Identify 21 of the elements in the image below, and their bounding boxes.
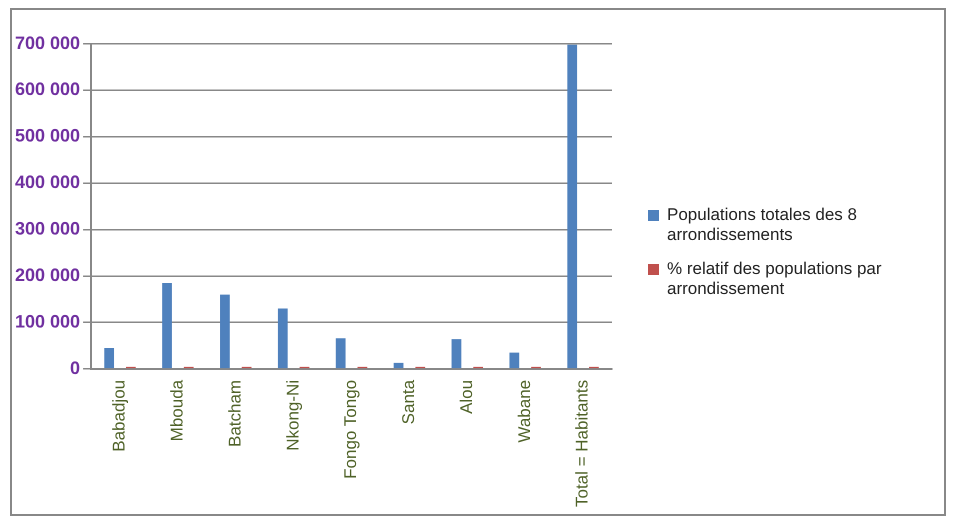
legend-label: % relatif des populations par arrondissement <box>667 259 883 299</box>
y-tick-label: 100 000 <box>14 311 80 332</box>
y-tick-label: 600 000 <box>14 79 80 100</box>
y-tick-label: 0 <box>70 358 80 378</box>
bar <box>567 44 578 368</box>
x-tick-label: Mbouda <box>168 379 187 442</box>
y-tick-label: 300 000 <box>14 218 80 239</box>
bar <box>162 282 172 368</box>
x-tick-label: Wabane <box>514 380 534 443</box>
legend-label: Populations totales des 8 arrondissements <box>667 205 858 245</box>
x-tick-label: Total = Habitants <box>572 380 592 508</box>
x-tick-label: Batcham <box>225 380 244 447</box>
x-tick-label: Babadjou <box>110 380 129 452</box>
y-tick-label: 700 000 <box>14 32 80 53</box>
y-tick-label: 200 000 <box>14 264 80 285</box>
x-tick-label: Fongo Tongo <box>341 380 360 479</box>
x-tick-label: Santa <box>399 379 418 424</box>
x-tick-label: Alou <box>456 380 476 414</box>
x-tick-label: Nkong-Ni <box>283 380 302 451</box>
y-tick-label: 500 000 <box>14 126 80 146</box>
y-tick-label: 400 000 <box>14 172 80 192</box>
